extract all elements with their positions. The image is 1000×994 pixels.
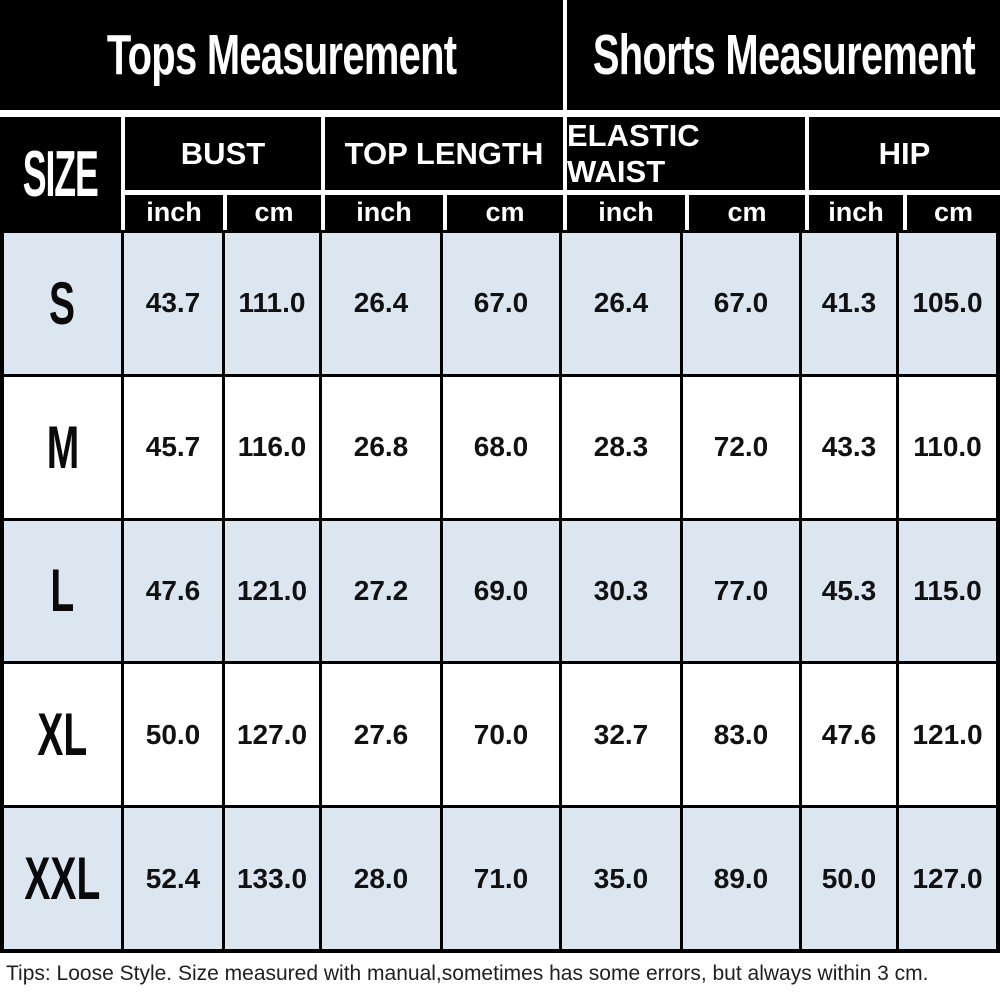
measurement-cell: 45.3 <box>802 520 896 662</box>
top-length-header: TOP LENGTH <box>325 117 563 190</box>
measurement-cell: 52.4 <box>124 808 222 949</box>
measurement-cell: 43.7 <box>124 233 222 374</box>
size-column-header: SIZE <box>0 117 121 230</box>
top-length-inch-header: inch <box>325 195 443 230</box>
measurement-cell: 43.3 <box>802 376 896 518</box>
measurement-cell: 67.0 <box>683 233 799 374</box>
measurement-cell: 72.0 <box>683 376 799 518</box>
measurement-cell: 67.0 <box>443 233 559 374</box>
tips-text: Tips: Loose Style. Size measured with ma… <box>6 961 929 985</box>
measurement-cell: 32.7 <box>562 664 680 806</box>
measurement-cell: 105.0 <box>899 233 996 374</box>
measurement-cell: 69.0 <box>443 520 559 662</box>
measurement-cell: 27.6 <box>322 664 440 806</box>
measurement-cell: 47.6 <box>124 520 222 662</box>
measurement-cell: 127.0 <box>225 664 319 806</box>
size-label: XXL <box>24 845 101 913</box>
size-label: S <box>49 269 76 337</box>
title-divider <box>0 110 1000 117</box>
measurement-cell: 121.0 <box>899 664 996 806</box>
measurement-cell: 35.0 <box>562 808 680 949</box>
measurement-cell: 45.7 <box>124 376 222 518</box>
measurement-cell: 89.0 <box>683 808 799 949</box>
table-header: SIZE BUST TOP LENGTH ELASTIC WAIST HIP i… <box>0 117 1000 230</box>
elastic-waist-inch-header: inch <box>567 195 685 230</box>
measurement-cell: 121.0 <box>225 520 319 662</box>
measurement-cell: 133.0 <box>225 808 319 949</box>
measurement-cell: 28.3 <box>562 376 680 518</box>
size-cell: XL <box>4 664 121 806</box>
measurement-cell: 30.3 <box>562 520 680 662</box>
measurement-cell: 41.3 <box>802 233 896 374</box>
size-cell: L <box>4 520 121 662</box>
size-label: XL <box>37 701 88 769</box>
measurement-cell: 70.0 <box>443 664 559 806</box>
measurement-cell: 28.0 <box>322 808 440 949</box>
tips-note: Tips: Loose Style. Size measured with ma… <box>0 953 1000 994</box>
size-label: L <box>50 557 75 625</box>
measurement-cell: 47.6 <box>802 664 896 806</box>
measurement-cell: 115.0 <box>899 520 996 662</box>
tops-measurement-title: Tops Measurement <box>106 23 457 87</box>
measurement-cell: 83.0 <box>683 664 799 806</box>
bust-header: BUST <box>125 117 321 190</box>
bust-cm-header: cm <box>227 195 321 230</box>
top-length-cm-header: cm <box>447 195 563 230</box>
bust-inch-header: inch <box>125 195 223 230</box>
measurement-cell: 26.4 <box>322 233 440 374</box>
measurement-cell: 50.0 <box>802 808 896 949</box>
measurement-cell: 116.0 <box>225 376 319 518</box>
measurement-cell: 50.0 <box>124 664 222 806</box>
measurement-cell: 26.4 <box>562 233 680 374</box>
size-cell: XXL <box>4 808 121 949</box>
measurement-cell: 111.0 <box>225 233 319 374</box>
size-header-text: SIZE <box>22 137 99 210</box>
hip-inch-header: inch <box>809 195 903 230</box>
elastic-waist-cm-header: cm <box>689 195 805 230</box>
measurement-cell: 110.0 <box>899 376 996 518</box>
measurement-cell: 26.8 <box>322 376 440 518</box>
measurement-cell: 77.0 <box>683 520 799 662</box>
size-cell: M <box>4 376 121 518</box>
measurement-cell: 71.0 <box>443 808 559 949</box>
hip-header: HIP <box>809 117 1000 190</box>
tops-measurement-panel: Tops Measurement <box>0 0 563 110</box>
shorts-measurement-title: Shorts Measurement <box>592 23 975 87</box>
title-band: Tops Measurement Shorts Measurement <box>0 0 1000 110</box>
size-cell: S <box>4 233 121 374</box>
measurement-cell: 127.0 <box>899 808 996 949</box>
size-label: M <box>46 413 79 481</box>
measurement-cell: 27.2 <box>322 520 440 662</box>
elastic-waist-header: ELASTIC WAIST <box>567 117 805 190</box>
size-table-body: S 43.7 111.0 26.4 67.0 26.4 67.0 41.3 10… <box>0 230 1000 953</box>
measurement-cell: 68.0 <box>443 376 559 518</box>
hip-cm-header: cm <box>907 195 1000 230</box>
shorts-measurement-panel: Shorts Measurement <box>567 0 1000 110</box>
